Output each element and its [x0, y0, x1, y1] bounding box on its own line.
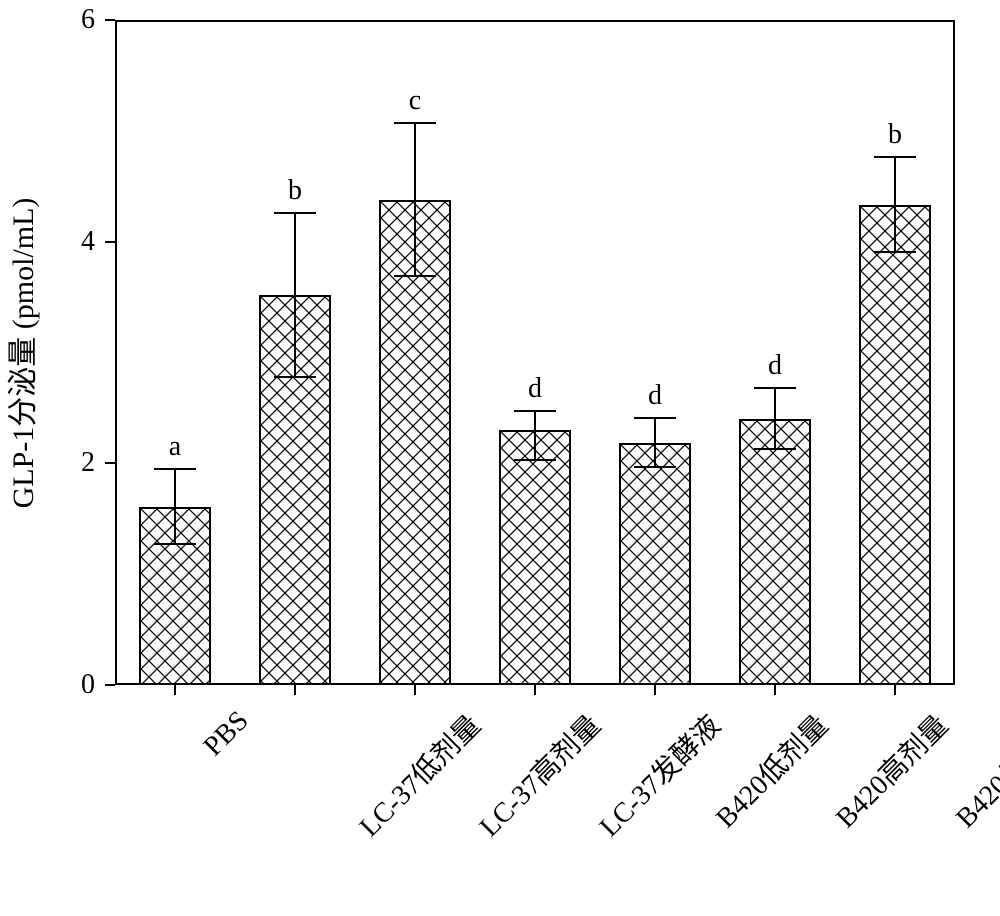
x-tick-mark: [414, 685, 416, 695]
error-bar-cap: [754, 387, 796, 389]
error-bar-cap: [154, 468, 196, 470]
y-tick-mark: [105, 462, 115, 464]
y-tick-label: 4: [65, 226, 95, 258]
x-tick-label: B420发酵液: [945, 705, 1000, 836]
error-bar-line: [894, 157, 896, 251]
y-tick-label: 2: [65, 447, 95, 479]
x-tick-label: B420高剂量: [825, 705, 956, 836]
x-tick-mark: [654, 685, 656, 695]
significance-letter: b: [888, 119, 902, 151]
bar-fill: [741, 421, 809, 683]
significance-letter: b: [288, 175, 302, 207]
error-bar-line: [534, 411, 536, 460]
y-tick-label: 6: [65, 4, 95, 36]
significance-letter: a: [169, 431, 181, 463]
x-tick-mark: [174, 685, 176, 695]
x-tick-mark: [774, 685, 776, 695]
x-tick-label: B420低剂量: [705, 705, 836, 836]
error-bar-cap: [394, 275, 436, 277]
bar-fill: [861, 207, 929, 683]
significance-letter: c: [409, 85, 421, 117]
error-bar-cap: [754, 448, 796, 450]
bar: [499, 430, 571, 685]
bar-fill: [501, 432, 569, 683]
x-tick-mark: [894, 685, 896, 695]
error-bar-cap: [634, 466, 676, 468]
significance-letter: d: [648, 380, 662, 412]
error-bar-line: [414, 123, 416, 276]
error-bar-cap: [874, 251, 916, 253]
bar: [859, 205, 931, 685]
error-bar-line: [774, 388, 776, 449]
error-bar-cap: [274, 212, 316, 214]
x-tick-mark: [534, 685, 536, 695]
error-bar-cap: [154, 543, 196, 545]
y-tick-mark: [105, 241, 115, 243]
x-tick-label: LC-37高剂量: [469, 705, 608, 844]
error-bar-cap: [514, 410, 556, 412]
significance-letter: d: [528, 373, 542, 405]
error-bar-cap: [394, 122, 436, 124]
y-tick-label: 0: [65, 669, 95, 701]
bar-fill: [621, 445, 689, 683]
significance-letter: d: [768, 350, 782, 382]
x-tick-label: PBS: [198, 705, 256, 763]
x-tick-label: LC-37低剂量: [349, 705, 488, 844]
y-tick-mark: [105, 19, 115, 21]
y-axis-label: GLP-1分泌量 (pmol/mL): [0, 197, 42, 508]
bar: [739, 419, 811, 685]
error-bar-cap: [874, 156, 916, 158]
error-bar-cap: [514, 459, 556, 461]
error-bar-line: [174, 469, 176, 544]
error-bar-line: [654, 418, 656, 467]
error-bar-cap: [274, 376, 316, 378]
x-tick-mark: [294, 685, 296, 695]
error-bar-line: [294, 213, 296, 377]
bar: [619, 443, 691, 685]
error-bar-cap: [634, 417, 676, 419]
y-tick-mark: [105, 684, 115, 686]
x-tick-label: LC-37发酵液: [589, 705, 728, 844]
glp1-bar-chart: GLP-1分泌量 (pmol/mL) 0 2 4 6 a PBS b LC-37低剂量 c LC-…: [0, 0, 1000, 916]
